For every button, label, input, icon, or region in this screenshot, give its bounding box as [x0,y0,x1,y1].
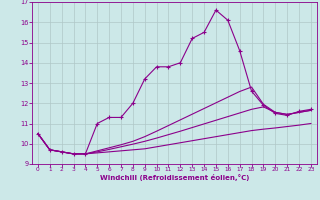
X-axis label: Windchill (Refroidissement éolien,°C): Windchill (Refroidissement éolien,°C) [100,174,249,181]
